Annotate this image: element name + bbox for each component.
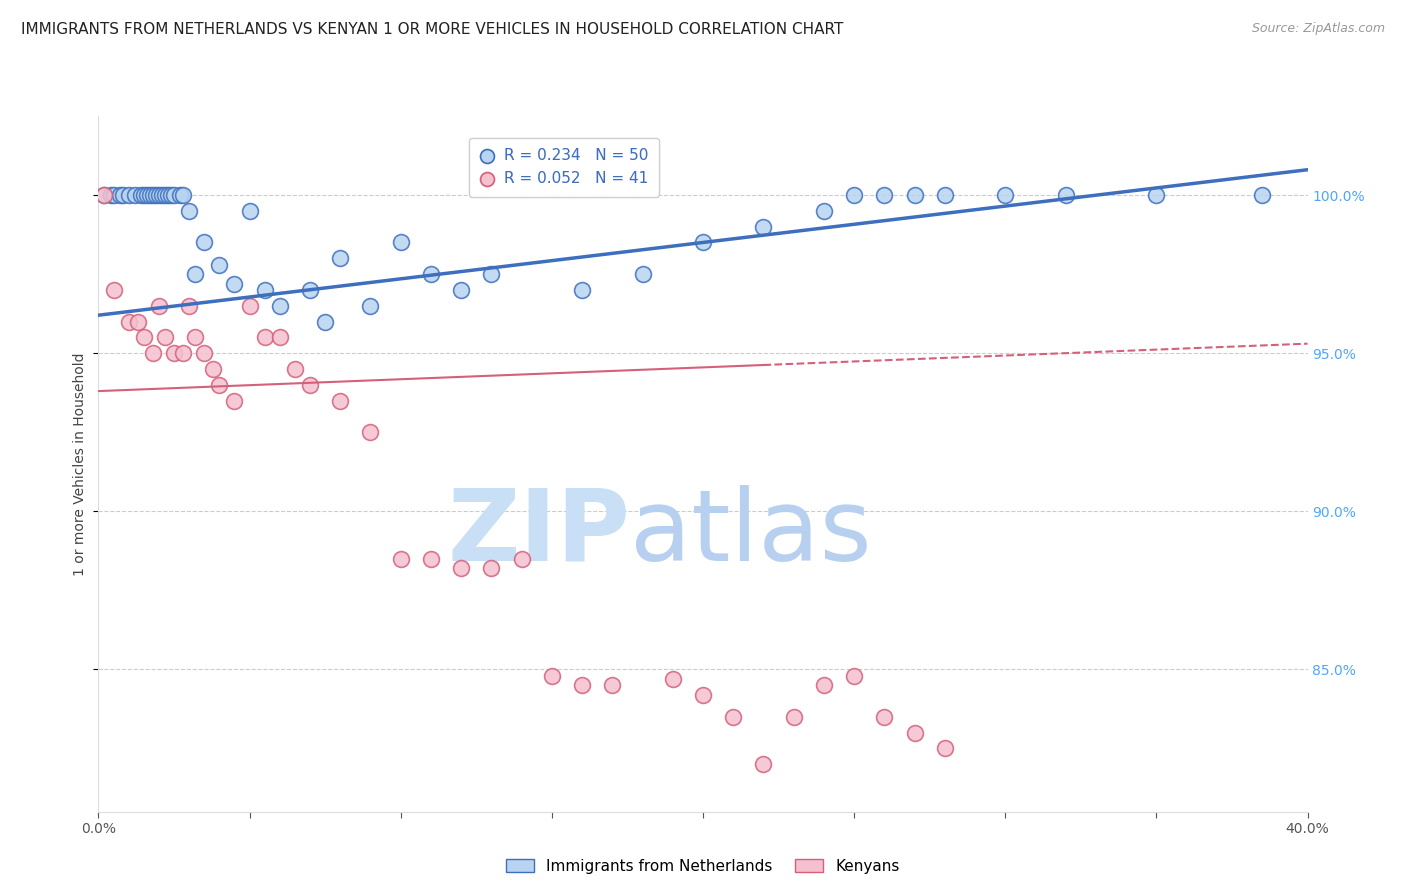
Point: [631, 267, 654, 281]
Point: [481, 561, 503, 575]
Point: [269, 330, 291, 344]
Point: [156, 188, 179, 202]
Point: [111, 188, 134, 202]
Point: [360, 425, 382, 440]
Point: [179, 203, 201, 218]
Point: [224, 277, 246, 291]
Point: [994, 188, 1017, 202]
Point: [124, 188, 146, 202]
Point: [132, 330, 155, 344]
Point: [510, 551, 533, 566]
Point: [752, 219, 775, 234]
Legend: R = 0.234   N = 50, R = 0.052   N = 41: R = 0.234 N = 50, R = 0.052 N = 41: [468, 137, 659, 196]
Point: [844, 669, 866, 683]
Point: [184, 330, 207, 344]
Point: [239, 203, 262, 218]
Point: [129, 188, 152, 202]
Point: [934, 741, 956, 756]
Point: [450, 561, 472, 575]
Point: [193, 346, 215, 360]
Point: [148, 188, 170, 202]
Point: [202, 362, 225, 376]
Point: [148, 299, 170, 313]
Point: [904, 725, 927, 739]
Point: [692, 235, 714, 250]
Point: [184, 267, 207, 281]
Point: [934, 188, 956, 202]
Point: [93, 188, 115, 202]
Point: [450, 283, 472, 297]
Point: [172, 346, 194, 360]
Point: [360, 299, 382, 313]
Point: [299, 283, 322, 297]
Point: [253, 330, 276, 344]
Point: [813, 203, 835, 218]
Point: [420, 551, 443, 566]
Point: [163, 346, 186, 360]
Point: [253, 283, 276, 297]
Point: [142, 346, 165, 360]
Point: [873, 710, 896, 724]
Text: atlas: atlas: [630, 485, 872, 582]
Point: [783, 710, 806, 724]
Point: [169, 188, 191, 202]
Point: [93, 188, 115, 202]
Point: [314, 314, 336, 328]
Point: [142, 188, 165, 202]
Point: [1146, 188, 1168, 202]
Point: [1054, 188, 1077, 202]
Point: [208, 377, 231, 392]
Point: [224, 393, 246, 408]
Point: [118, 314, 141, 328]
Point: [329, 252, 352, 266]
Point: [873, 188, 896, 202]
Point: [132, 188, 155, 202]
Point: [103, 188, 125, 202]
Point: [193, 235, 215, 250]
Point: [540, 669, 562, 683]
Point: [692, 688, 714, 702]
Point: [571, 678, 593, 692]
Point: [172, 188, 194, 202]
Text: IMMIGRANTS FROM NETHERLANDS VS KENYAN 1 OR MORE VEHICLES IN HOUSEHOLD CORRELATIO: IMMIGRANTS FROM NETHERLANDS VS KENYAN 1 …: [21, 22, 844, 37]
Point: [269, 299, 291, 313]
Point: [100, 188, 122, 202]
Point: [329, 393, 352, 408]
Point: [239, 299, 262, 313]
Point: [723, 710, 745, 724]
Point: [844, 188, 866, 202]
Text: Source: ZipAtlas.com: Source: ZipAtlas.com: [1251, 22, 1385, 36]
Point: [602, 678, 624, 692]
Point: [904, 188, 927, 202]
Point: [139, 188, 162, 202]
Point: [389, 235, 412, 250]
Point: [153, 188, 176, 202]
Point: [163, 188, 186, 202]
Point: [160, 188, 183, 202]
Point: [135, 188, 157, 202]
Point: [299, 377, 322, 392]
Point: [108, 188, 131, 202]
Point: [389, 551, 412, 566]
Point: [208, 258, 231, 272]
Legend: Immigrants from Netherlands, Kenyans: Immigrants from Netherlands, Kenyans: [501, 853, 905, 880]
Point: [420, 267, 443, 281]
Point: [179, 299, 201, 313]
Point: [284, 362, 307, 376]
Point: [481, 267, 503, 281]
Text: ZIP: ZIP: [447, 485, 630, 582]
Point: [103, 283, 125, 297]
Point: [145, 188, 167, 202]
Point: [153, 330, 176, 344]
Point: [661, 672, 683, 686]
Point: [118, 188, 141, 202]
Point: [150, 188, 173, 202]
Point: [752, 757, 775, 772]
Y-axis label: 1 or more Vehicles in Household: 1 or more Vehicles in Household: [73, 352, 87, 575]
Point: [571, 283, 593, 297]
Point: [127, 314, 149, 328]
Point: [813, 678, 835, 692]
Point: [1251, 188, 1274, 202]
